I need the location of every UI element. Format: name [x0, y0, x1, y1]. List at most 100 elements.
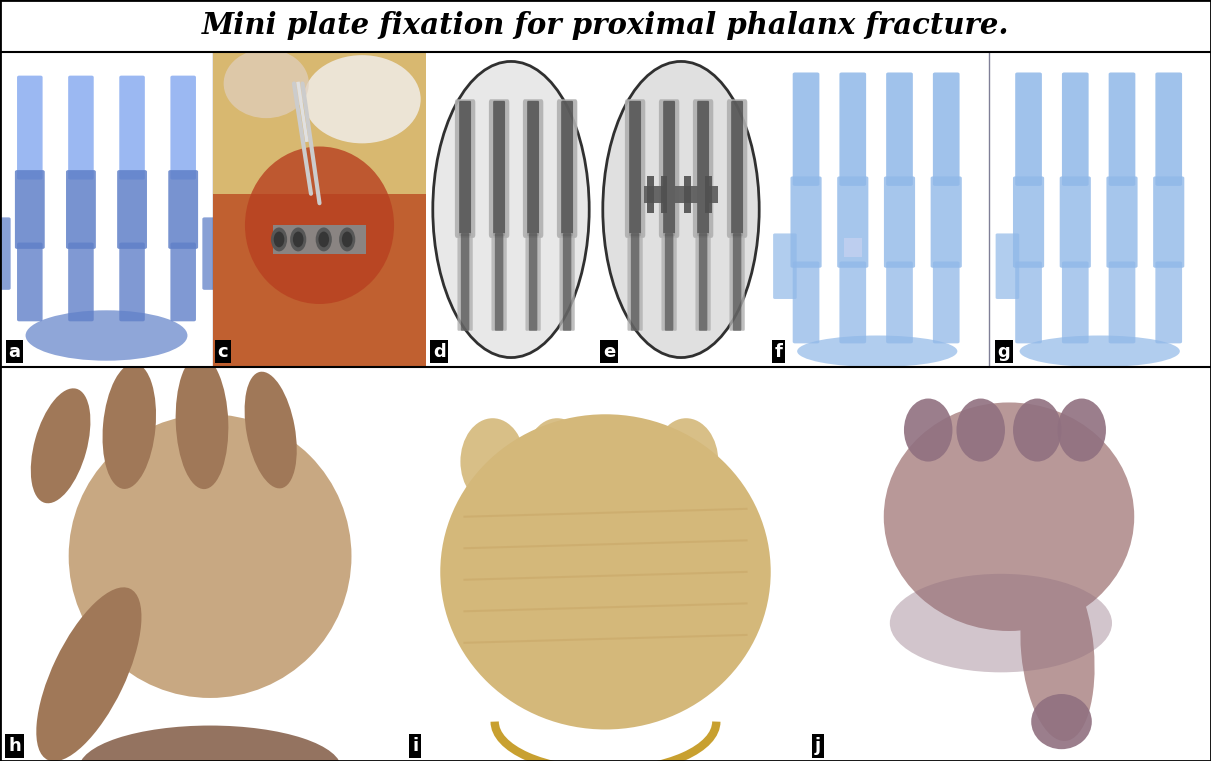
Ellipse shape: [890, 574, 1112, 673]
FancyBboxPatch shape: [659, 99, 679, 238]
Ellipse shape: [524, 419, 590, 505]
FancyBboxPatch shape: [281, 243, 306, 321]
FancyBboxPatch shape: [661, 233, 677, 331]
Circle shape: [318, 231, 329, 247]
FancyBboxPatch shape: [455, 99, 475, 238]
Text: Mini plate fixation for proximal phalanx fracture.: Mini plate fixation for proximal phalanx…: [202, 11, 1009, 40]
FancyBboxPatch shape: [119, 243, 145, 321]
FancyBboxPatch shape: [837, 177, 868, 268]
FancyBboxPatch shape: [492, 233, 506, 331]
FancyBboxPatch shape: [932, 262, 959, 343]
FancyBboxPatch shape: [733, 233, 741, 331]
FancyBboxPatch shape: [1153, 177, 1184, 268]
Ellipse shape: [1021, 560, 1095, 741]
FancyBboxPatch shape: [117, 170, 147, 249]
Ellipse shape: [593, 419, 658, 505]
FancyBboxPatch shape: [1155, 262, 1182, 343]
FancyBboxPatch shape: [932, 72, 959, 186]
Ellipse shape: [69, 414, 351, 698]
FancyBboxPatch shape: [171, 243, 196, 321]
FancyBboxPatch shape: [228, 170, 258, 249]
Bar: [643, 186, 718, 203]
Circle shape: [274, 231, 285, 247]
FancyBboxPatch shape: [1015, 262, 1041, 343]
Ellipse shape: [1057, 399, 1106, 462]
Ellipse shape: [304, 55, 420, 143]
Ellipse shape: [224, 49, 309, 118]
FancyBboxPatch shape: [0, 218, 11, 290]
Ellipse shape: [245, 371, 297, 489]
FancyBboxPatch shape: [839, 262, 866, 343]
FancyBboxPatch shape: [331, 170, 360, 249]
FancyBboxPatch shape: [68, 75, 93, 180]
FancyBboxPatch shape: [773, 234, 797, 299]
FancyBboxPatch shape: [202, 218, 224, 290]
Ellipse shape: [176, 355, 229, 489]
FancyBboxPatch shape: [495, 233, 504, 331]
FancyBboxPatch shape: [1107, 177, 1137, 268]
FancyBboxPatch shape: [886, 262, 913, 343]
FancyBboxPatch shape: [458, 233, 472, 331]
FancyBboxPatch shape: [1155, 72, 1182, 186]
FancyBboxPatch shape: [493, 100, 505, 236]
FancyBboxPatch shape: [930, 177, 962, 268]
FancyBboxPatch shape: [627, 233, 643, 331]
Text: d: d: [432, 342, 446, 361]
FancyBboxPatch shape: [665, 233, 673, 331]
Ellipse shape: [103, 363, 156, 489]
FancyBboxPatch shape: [559, 233, 575, 331]
Bar: [660, 177, 667, 212]
FancyBboxPatch shape: [459, 100, 471, 236]
FancyBboxPatch shape: [1108, 72, 1136, 186]
Circle shape: [342, 231, 352, 247]
FancyBboxPatch shape: [381, 170, 411, 249]
Text: j: j: [815, 737, 821, 755]
FancyBboxPatch shape: [332, 75, 357, 180]
FancyBboxPatch shape: [526, 233, 541, 331]
FancyBboxPatch shape: [230, 75, 256, 180]
FancyBboxPatch shape: [886, 72, 913, 186]
FancyBboxPatch shape: [625, 99, 645, 238]
Ellipse shape: [654, 419, 718, 505]
Text: h: h: [8, 737, 21, 755]
FancyBboxPatch shape: [168, 170, 199, 249]
Ellipse shape: [25, 310, 188, 361]
Circle shape: [291, 228, 306, 251]
Bar: [684, 177, 691, 212]
FancyBboxPatch shape: [384, 75, 409, 180]
FancyBboxPatch shape: [693, 99, 713, 238]
FancyBboxPatch shape: [839, 72, 866, 186]
FancyBboxPatch shape: [68, 243, 93, 321]
Ellipse shape: [36, 587, 142, 761]
FancyBboxPatch shape: [563, 233, 572, 331]
FancyBboxPatch shape: [884, 177, 916, 268]
FancyBboxPatch shape: [384, 243, 409, 321]
Circle shape: [316, 228, 332, 251]
FancyBboxPatch shape: [729, 233, 745, 331]
FancyBboxPatch shape: [1108, 262, 1136, 343]
FancyBboxPatch shape: [489, 99, 510, 238]
FancyBboxPatch shape: [727, 99, 747, 238]
Ellipse shape: [460, 419, 524, 505]
FancyBboxPatch shape: [119, 75, 145, 180]
FancyBboxPatch shape: [332, 243, 357, 321]
FancyBboxPatch shape: [1062, 72, 1089, 186]
Ellipse shape: [903, 399, 952, 462]
Ellipse shape: [797, 336, 958, 367]
Text: i: i: [412, 737, 418, 755]
Ellipse shape: [30, 388, 91, 503]
FancyBboxPatch shape: [731, 100, 744, 236]
FancyBboxPatch shape: [1062, 262, 1089, 343]
Ellipse shape: [884, 403, 1135, 631]
Text: b: b: [222, 342, 235, 361]
Text: e: e: [603, 342, 615, 361]
FancyBboxPatch shape: [793, 262, 820, 343]
Circle shape: [339, 228, 355, 251]
FancyBboxPatch shape: [1012, 177, 1044, 268]
FancyBboxPatch shape: [17, 243, 42, 321]
FancyBboxPatch shape: [279, 170, 309, 249]
Circle shape: [293, 231, 304, 247]
FancyBboxPatch shape: [529, 233, 538, 331]
Bar: [705, 177, 712, 212]
Bar: [272, 225, 367, 253]
